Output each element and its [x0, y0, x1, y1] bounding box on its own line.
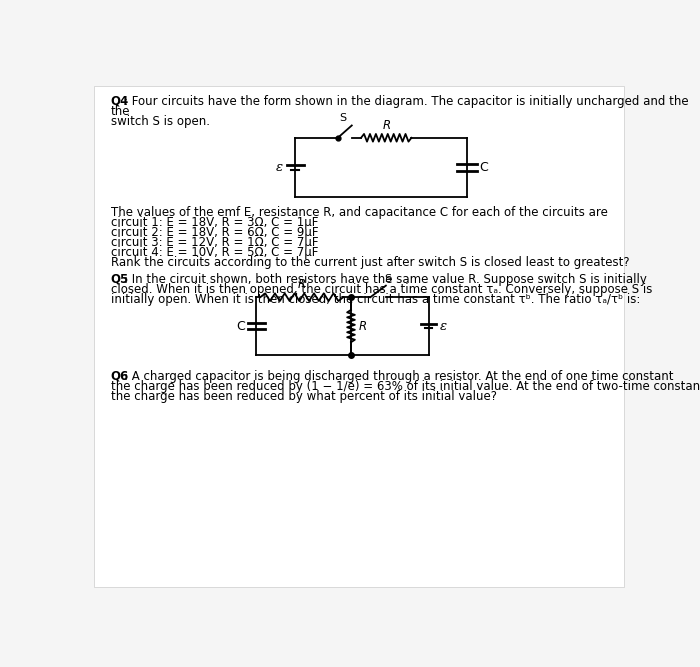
- Text: circuit 3: E = 12V, R = 1Ω, C = 7μF: circuit 3: E = 12V, R = 1Ω, C = 7μF: [111, 236, 318, 249]
- Text: C: C: [480, 161, 489, 174]
- Text: : Four circuits have the form shown in the diagram. The capacitor is initially u: : Four circuits have the form shown in t…: [124, 95, 689, 107]
- Text: the: the: [111, 105, 130, 117]
- Text: S: S: [384, 274, 391, 284]
- Text: closed. When it is then opened, the circuit has a time constant τₐ. Conversely, : closed. When it is then opened, the circ…: [111, 283, 652, 295]
- Text: circuit 4: E = 10V, R = 5Ω, C = 7μF: circuit 4: E = 10V, R = 5Ω, C = 7μF: [111, 246, 318, 259]
- Text: circuit 1: E = 18V, R = 3Ω, C = 1μF: circuit 1: E = 18V, R = 3Ω, C = 1μF: [111, 216, 318, 229]
- Text: Rank the circuits according to the current just after switch S is closed least t: Rank the circuits according to the curre…: [111, 256, 629, 269]
- Text: ε: ε: [440, 319, 447, 333]
- Text: R: R: [358, 319, 367, 333]
- Text: S: S: [340, 113, 346, 123]
- Text: Q6: Q6: [111, 370, 129, 383]
- Text: R: R: [382, 119, 391, 131]
- Text: ε: ε: [276, 161, 283, 174]
- Text: The values of the emf E, resistance R, and capacitance C for each of the circuit: The values of the emf E, resistance R, a…: [111, 206, 608, 219]
- Text: circuit 2: E = 18V, R = 6Ω, C = 9μF: circuit 2: E = 18V, R = 6Ω, C = 9μF: [111, 226, 318, 239]
- Text: : In the circuit shown, both resistors have the same value R. Suppose switch S i: : In the circuit shown, both resistors h…: [124, 273, 647, 285]
- Text: the charge has been reduced by what percent of its initial value?: the charge has been reduced by what perc…: [111, 390, 497, 403]
- Text: Q4: Q4: [111, 95, 129, 107]
- Text: switch S is open.: switch S is open.: [111, 115, 210, 127]
- Text: Q5: Q5: [111, 273, 129, 285]
- Text: : A charged capacitor is being discharged through a resistor. At the end of one : : A charged capacitor is being discharge…: [124, 370, 673, 383]
- Text: initially open. When it is then closed, the circuit has a time constant τᵇ. The : initially open. When it is then closed, …: [111, 293, 640, 305]
- FancyBboxPatch shape: [94, 86, 624, 588]
- Text: R: R: [298, 278, 306, 291]
- Text: the charge has been reduced by (1 − 1/e) = 63% of its initial value. At the end : the charge has been reduced by (1 − 1/e)…: [111, 380, 700, 393]
- Text: C: C: [236, 319, 245, 333]
